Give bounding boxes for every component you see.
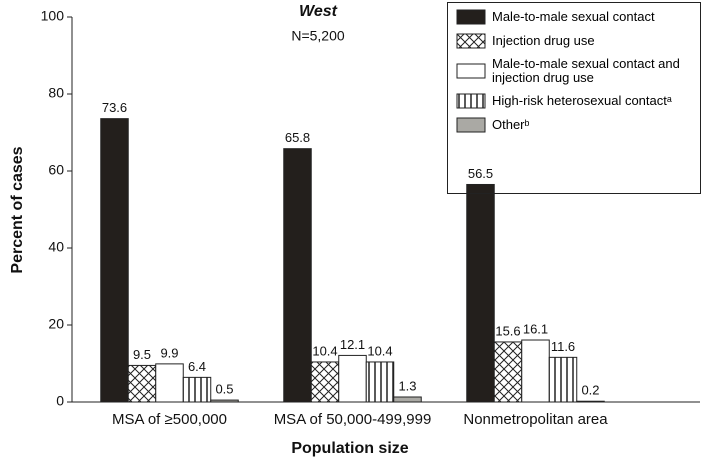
legend-item: Injection drug use xyxy=(456,33,694,49)
bar xyxy=(338,354,367,403)
data-label: 9.9 xyxy=(160,345,178,360)
legend-item: Otherᵇ xyxy=(456,117,694,133)
legend-label: Otherᵇ xyxy=(492,117,530,132)
bar xyxy=(310,361,340,403)
bar xyxy=(100,118,129,403)
legend: Male-to-male sexual contact Injection dru… xyxy=(447,2,701,194)
data-label: 15.6 xyxy=(495,323,520,338)
bar xyxy=(393,396,422,403)
legend-swatch xyxy=(456,93,486,109)
bar xyxy=(466,183,495,403)
legend-swatch xyxy=(456,9,486,25)
bar xyxy=(576,400,605,403)
bar xyxy=(182,376,212,403)
legend-swatch xyxy=(456,63,486,79)
y-tick-label: 100 xyxy=(41,8,65,24)
data-label: 16.1 xyxy=(523,321,548,336)
data-label: 10.4 xyxy=(367,343,392,358)
y-axis-label: Percent of cases xyxy=(9,146,26,273)
legend-item: High-risk heterosexual contactᵃ xyxy=(456,93,694,109)
y-tick-label: 40 xyxy=(48,239,64,255)
data-label: 0.5 xyxy=(215,382,233,397)
bar xyxy=(127,364,157,403)
bar xyxy=(493,341,523,403)
data-label: 65.8 xyxy=(285,130,310,145)
bar xyxy=(283,148,312,403)
data-label: 73.6 xyxy=(102,100,127,115)
legend-label: Male-to-male sexual contact and injectio… xyxy=(492,56,680,85)
legend-swatch-rect xyxy=(456,9,486,25)
bar xyxy=(548,356,578,403)
bar xyxy=(155,363,184,403)
legend-swatch xyxy=(456,33,486,49)
data-label: 11.6 xyxy=(551,339,575,354)
y-tick-label: 0 xyxy=(56,393,64,409)
data-label: 10.4 xyxy=(312,343,337,358)
x-tick-label: MSA of 50,000-499,999 xyxy=(274,411,432,428)
chart-subtitle: N=5,200 xyxy=(291,28,345,44)
data-label: 6.4 xyxy=(188,359,206,374)
bar xyxy=(210,399,239,403)
x-tick-label: MSA of ≥500,000 xyxy=(112,411,227,428)
legend-swatch-rect xyxy=(456,117,486,133)
y-tick-label: 60 xyxy=(48,162,64,178)
y-tick-label: 20 xyxy=(48,316,64,332)
data-label: 9.5 xyxy=(133,347,151,362)
data-label: 12.1 xyxy=(340,337,365,352)
data-label: 0.2 xyxy=(581,383,599,398)
x-axis-label: Population size xyxy=(291,440,408,457)
legend-item: Male-to-male sexual contact xyxy=(456,9,694,25)
bar xyxy=(365,361,395,403)
legend-label: High-risk heterosexual contactᵃ xyxy=(492,93,672,108)
legend-item: Male-to-male sexual contact and injectio… xyxy=(456,57,694,85)
legend-swatch-rect xyxy=(456,93,486,109)
chart-title: West xyxy=(299,3,338,20)
x-tick-label: Nonmetropolitan area xyxy=(463,411,608,428)
legend-swatch xyxy=(456,117,486,133)
data-label: 1.3 xyxy=(398,378,416,393)
y-tick-label: 80 xyxy=(48,85,64,101)
data-label: 56.5 xyxy=(468,166,493,181)
legend-swatch-rect xyxy=(456,63,486,79)
legend-swatch-rect xyxy=(456,33,486,49)
legend-label: Male-to-male sexual contact xyxy=(492,9,655,24)
bar xyxy=(521,339,550,403)
legend-label: Injection drug use xyxy=(492,33,595,48)
